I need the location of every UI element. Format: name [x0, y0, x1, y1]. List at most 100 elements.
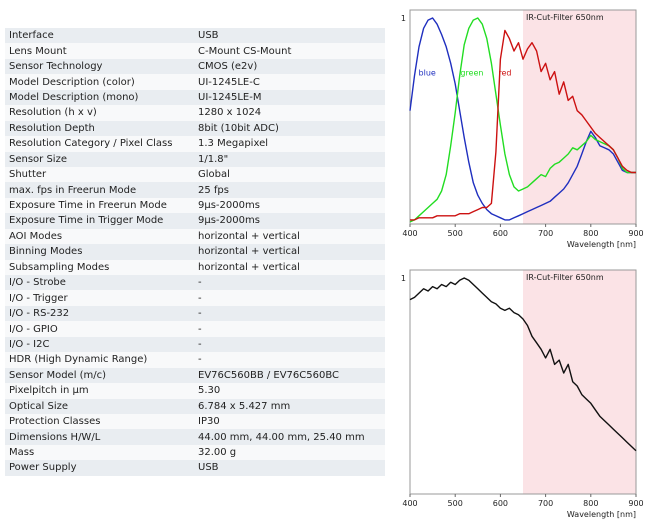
spec-label: Sensor Size	[5, 151, 194, 167]
spec-label: Sensor Model (m/c)	[5, 367, 194, 384]
spec-value: -	[194, 305, 385, 322]
y-tick-label: 1	[401, 274, 406, 283]
spec-value: 5.30	[194, 383, 385, 399]
spec-label: Pixelpitch in µm	[5, 383, 194, 399]
x-tick-label: 700	[538, 499, 553, 508]
x-tick-label: 500	[448, 229, 463, 238]
y-tick-label: 1	[401, 14, 406, 23]
spec-row: I/O - Trigger -	[5, 290, 385, 306]
plot-frame	[409, 9, 637, 225]
spec-value: CMOS (e2v)	[194, 58, 385, 75]
spec-label: Shutter	[5, 166, 194, 183]
spec-row: Resolution (h x v) 1280 x 1024	[5, 105, 385, 121]
spec-row: I/O - GPIO -	[5, 321, 385, 337]
spec-row: Protection Classes IP30	[5, 413, 385, 430]
spec-row: Shutter Global	[5, 166, 385, 183]
spec-value: 9µs-2000ms	[194, 197, 385, 214]
x-tick-label: 700	[538, 229, 553, 238]
spec-label: Resolution Category / Pixel Class	[5, 136, 194, 152]
x-tick-label: 600	[493, 499, 508, 508]
spec-label: Subsampling Modes	[5, 259, 194, 275]
spec-value: horizontal + vertical	[194, 244, 385, 260]
x-tick-label: 900	[628, 499, 643, 508]
x-tick-label: 800	[583, 229, 598, 238]
x-tick-label: 900	[628, 229, 643, 238]
spec-value: Global	[194, 166, 385, 183]
series-line-green	[409, 17, 636, 223]
spec-value: -	[194, 275, 385, 291]
spec-value: 32.00 g	[194, 444, 385, 461]
spec-label: Mass	[5, 444, 194, 461]
spec-label: Sensor Technology	[5, 58, 194, 75]
spec-value: -	[194, 336, 385, 353]
spec-value: horizontal + vertical	[194, 228, 385, 245]
spec-value: -	[194, 321, 385, 337]
plot-frame	[409, 269, 637, 495]
x-tick-label: 500	[448, 499, 463, 508]
spec-label: Model Description (color)	[5, 74, 194, 90]
spec-value: -	[194, 290, 385, 306]
spec-row: Resolution Category / Pixel Class 1.3 Meg…	[5, 136, 385, 152]
spec-row: AOI Modes horizontal + vertical	[5, 228, 385, 245]
spec-value: -	[194, 352, 385, 368]
spec-row: Mass 32.00 g	[5, 444, 385, 461]
spec-row: Power Supply USB	[5, 460, 385, 476]
spectral-chart-mono: IR-Cut-Filter 650nm 1 400 500 600 700 800 900 Wa…	[401, 269, 644, 519]
spec-label: Protection Classes	[5, 413, 194, 430]
series-line-red	[410, 29, 636, 221]
spec-value: 1.3 Megapixel	[194, 136, 385, 152]
x-tick-label: 400	[402, 229, 417, 238]
spec-row: Sensor Technology CMOS (e2v)	[5, 58, 385, 75]
spec-row: Lens Mount C-Mount CS-Mount	[5, 43, 385, 59]
spec-label: Resolution (h x v)	[5, 105, 194, 121]
spec-label: I/O - I2C	[5, 336, 194, 353]
spec-row: Interface USB	[5, 28, 385, 44]
spec-value: 25 fps	[194, 182, 385, 198]
spec-value: 9µs-2000ms	[194, 213, 385, 229]
series-label-red: red	[498, 69, 511, 78]
spec-label: Power Supply	[5, 460, 194, 476]
spec-row: Exposure Time in Freerun Mode 9µs-2000ms	[5, 197, 385, 214]
spec-value: horizontal + vertical	[194, 259, 385, 275]
spec-value: C-Mount CS-Mount	[194, 43, 385, 59]
spec-label: I/O - Strobe	[5, 275, 194, 291]
spec-label: I/O - GPIO	[5, 321, 194, 337]
spec-row: Binning Modes horizontal + vertical	[5, 244, 385, 260]
spec-label: Exposure Time in Freerun Mode	[5, 197, 194, 214]
spec-value: IP30	[194, 413, 385, 430]
spec-label: Resolution Depth	[5, 120, 194, 137]
spec-label: I/O - Trigger	[5, 290, 194, 306]
spec-value: UI-1245LE-M	[194, 89, 385, 106]
spec-label: HDR (High Dynamic Range)	[5, 352, 194, 368]
x-tick-label: 600	[493, 229, 508, 238]
x-tick-label: 800	[583, 499, 598, 508]
spec-value: 6.784 x 5.427 mm	[194, 398, 385, 414]
spec-label: Binning Modes	[5, 244, 194, 260]
spec-row: I/O - Strobe -	[5, 275, 385, 291]
spec-table: Interface USB Lens Mount C-Mount CS-Mount Se…	[5, 28, 385, 476]
x-tick-label: 400	[402, 499, 417, 508]
spec-label: Lens Mount	[5, 43, 194, 59]
series-line-blue	[409, 17, 636, 221]
spec-value: USB	[194, 28, 385, 44]
series-label-green: green	[460, 69, 483, 78]
spec-value: 8bit (10bit ADC)	[194, 120, 385, 137]
spec-value: UI-1245LE-C	[194, 74, 385, 90]
spec-value: USB	[194, 460, 385, 476]
spec-label: Optical Size	[5, 398, 194, 414]
spec-label: Interface	[5, 28, 194, 44]
spec-row: I/O - RS-232-	[5, 305, 385, 322]
ir-cut-filter-band	[523, 10, 636, 224]
spec-value: 1/1.8"	[194, 151, 385, 167]
spec-value: EV76C560BB / EV76C560BC	[194, 367, 385, 384]
spec-label: Model Description (mono)	[5, 89, 194, 106]
spec-row: Dimensions H/W/L 44.00 mm, 44.00 mm, 25.4…	[5, 429, 385, 445]
spec-row: I/O - I2C -	[5, 336, 385, 353]
spec-label: AOI Modes	[5, 228, 194, 245]
spec-row: Optical Size 6.784 x 5.427 mm	[5, 398, 385, 414]
spec-label: Dimensions H/W/L	[5, 429, 194, 445]
spectral-chart-color: IR-Cut-Filter 650nm 1 400 500 600 700 800 900 Wa…	[401, 9, 644, 249]
spec-label: I/O - RS-232	[5, 305, 194, 322]
x-axis-label: Wavelength [nm]	[567, 510, 636, 519]
spec-row: Subsampling Modes horizontal + vertical	[5, 259, 385, 275]
